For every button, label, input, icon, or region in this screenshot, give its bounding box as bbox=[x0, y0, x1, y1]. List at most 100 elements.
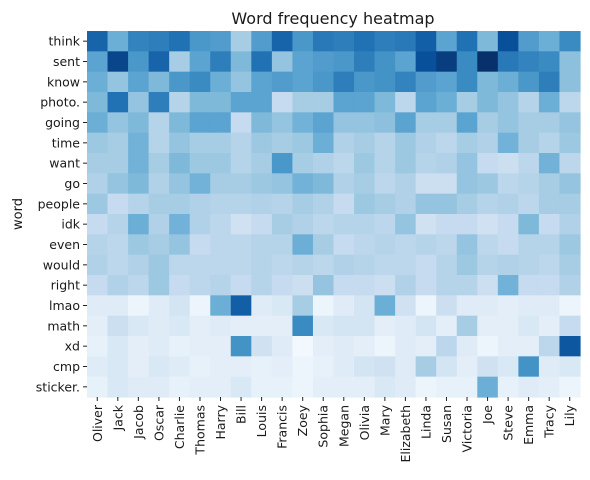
heatmap-cell bbox=[415, 153, 437, 174]
heatmap-cell bbox=[518, 356, 540, 378]
heatmap-cell bbox=[559, 336, 581, 357]
heatmap-cell bbox=[87, 275, 109, 296]
heatmap-cell bbox=[87, 193, 109, 215]
heatmap-cell bbox=[354, 51, 376, 73]
heatmap-cell bbox=[312, 112, 335, 134]
heatmap-cell bbox=[189, 315, 211, 337]
heatmap-cell bbox=[559, 92, 581, 113]
heatmap-cell bbox=[538, 214, 561, 235]
heatmap-cell bbox=[374, 193, 396, 215]
heatmap-cell bbox=[312, 254, 335, 276]
x-tick-label: Emma bbox=[521, 405, 536, 445]
heatmap-cell bbox=[395, 275, 417, 296]
heatmap-cell bbox=[497, 51, 519, 73]
x-tick-label: Zoey bbox=[295, 404, 310, 436]
heatmap-cell bbox=[538, 92, 561, 113]
heatmap-cell bbox=[107, 234, 129, 256]
heatmap-cell bbox=[292, 254, 314, 276]
heatmap-cell bbox=[436, 193, 458, 215]
heatmap-cell bbox=[189, 214, 211, 235]
heatmap-cell bbox=[456, 132, 478, 154]
heatmap-cell bbox=[189, 376, 211, 398]
heatmap-cell bbox=[87, 214, 109, 235]
heatmap-cell bbox=[518, 173, 540, 195]
heatmap-cell bbox=[271, 112, 294, 134]
heatmap-cell bbox=[189, 193, 211, 215]
heatmap-cell bbox=[374, 71, 396, 93]
heatmap-cell bbox=[497, 153, 519, 174]
heatmap-cell bbox=[230, 173, 252, 195]
heatmap-cell bbox=[477, 254, 499, 276]
heatmap-cell bbox=[128, 193, 150, 215]
heatmap-cell bbox=[169, 254, 191, 276]
heatmap-cell bbox=[312, 376, 335, 398]
heatmap-cell bbox=[436, 214, 458, 235]
heatmap-cell bbox=[271, 376, 294, 398]
heatmap-cell bbox=[87, 31, 109, 52]
heatmap-cell bbox=[230, 71, 252, 93]
heatmap-cell bbox=[87, 112, 109, 134]
heatmap-cell bbox=[312, 356, 335, 378]
heatmap-cell bbox=[559, 376, 581, 398]
heatmap-cell bbox=[128, 336, 150, 357]
heatmap-cell bbox=[497, 254, 519, 276]
heatmap-cell bbox=[128, 71, 150, 93]
heatmap-cell bbox=[230, 112, 252, 134]
x-tick-label: Harry bbox=[213, 404, 228, 439]
heatmap-cell bbox=[456, 112, 478, 134]
heatmap-cell bbox=[312, 275, 335, 296]
heatmap-cell bbox=[107, 254, 129, 276]
heatmap-cell bbox=[415, 254, 437, 276]
heatmap-cell bbox=[292, 153, 314, 174]
heatmap-cell bbox=[251, 356, 273, 378]
heatmap-cell bbox=[271, 51, 294, 73]
y-tick-label: math bbox=[47, 318, 80, 333]
heatmap-cell bbox=[497, 71, 519, 93]
heatmap-cell bbox=[354, 92, 376, 113]
heatmap-cell bbox=[559, 132, 581, 154]
heatmap-cell bbox=[477, 234, 499, 256]
heatmap-cell bbox=[374, 356, 396, 378]
heatmap-cell bbox=[477, 275, 499, 296]
y-tick-label: idk bbox=[61, 217, 80, 232]
heatmap-cell bbox=[374, 51, 396, 73]
heatmap-cell bbox=[456, 336, 478, 357]
heatmap-cells bbox=[87, 31, 581, 398]
heatmap-cell bbox=[210, 112, 232, 134]
heatmap-cell bbox=[436, 173, 458, 195]
y-axis-label: word bbox=[11, 198, 26, 230]
heatmap-cell bbox=[395, 356, 417, 378]
heatmap-cell bbox=[477, 71, 499, 93]
heatmap-cell bbox=[251, 153, 273, 174]
heatmap-cell bbox=[333, 112, 355, 134]
y-tick-label: cmp bbox=[53, 359, 80, 374]
x-tick-label: Jacob bbox=[131, 405, 146, 440]
heatmap-cell bbox=[477, 173, 499, 195]
heatmap-cell bbox=[436, 234, 458, 256]
heatmap-cell bbox=[292, 315, 314, 337]
heatmap-cell bbox=[251, 275, 273, 296]
heatmap-cell bbox=[374, 153, 396, 174]
heatmap-cell bbox=[456, 356, 478, 378]
heatmap-cell bbox=[230, 376, 252, 398]
x-tick-labels: Oliver Jack Jacob Oscar Charlie Thomas Harry Bi… bbox=[90, 397, 577, 463]
heatmap-cell bbox=[497, 234, 519, 256]
heatmap-cell bbox=[107, 51, 129, 73]
heatmap-cell bbox=[518, 295, 540, 317]
heatmap-cell bbox=[210, 234, 232, 256]
heatmap-cell bbox=[292, 92, 314, 113]
heatmap-cell bbox=[456, 51, 478, 73]
heatmap-cell bbox=[477, 315, 499, 337]
heatmap-cell bbox=[107, 153, 129, 174]
heatmap-cell bbox=[477, 356, 499, 378]
heatmap-cell bbox=[107, 112, 129, 134]
heatmap-cell bbox=[333, 234, 355, 256]
heatmap-cell bbox=[333, 214, 355, 235]
heatmap-cell bbox=[210, 92, 232, 113]
heatmap-cell bbox=[395, 295, 417, 317]
heatmap-cell bbox=[230, 315, 252, 337]
heatmap-cell bbox=[559, 254, 581, 276]
heatmap-cell bbox=[292, 214, 314, 235]
heatmap-cell bbox=[169, 31, 191, 52]
heatmap-cell bbox=[169, 51, 191, 73]
